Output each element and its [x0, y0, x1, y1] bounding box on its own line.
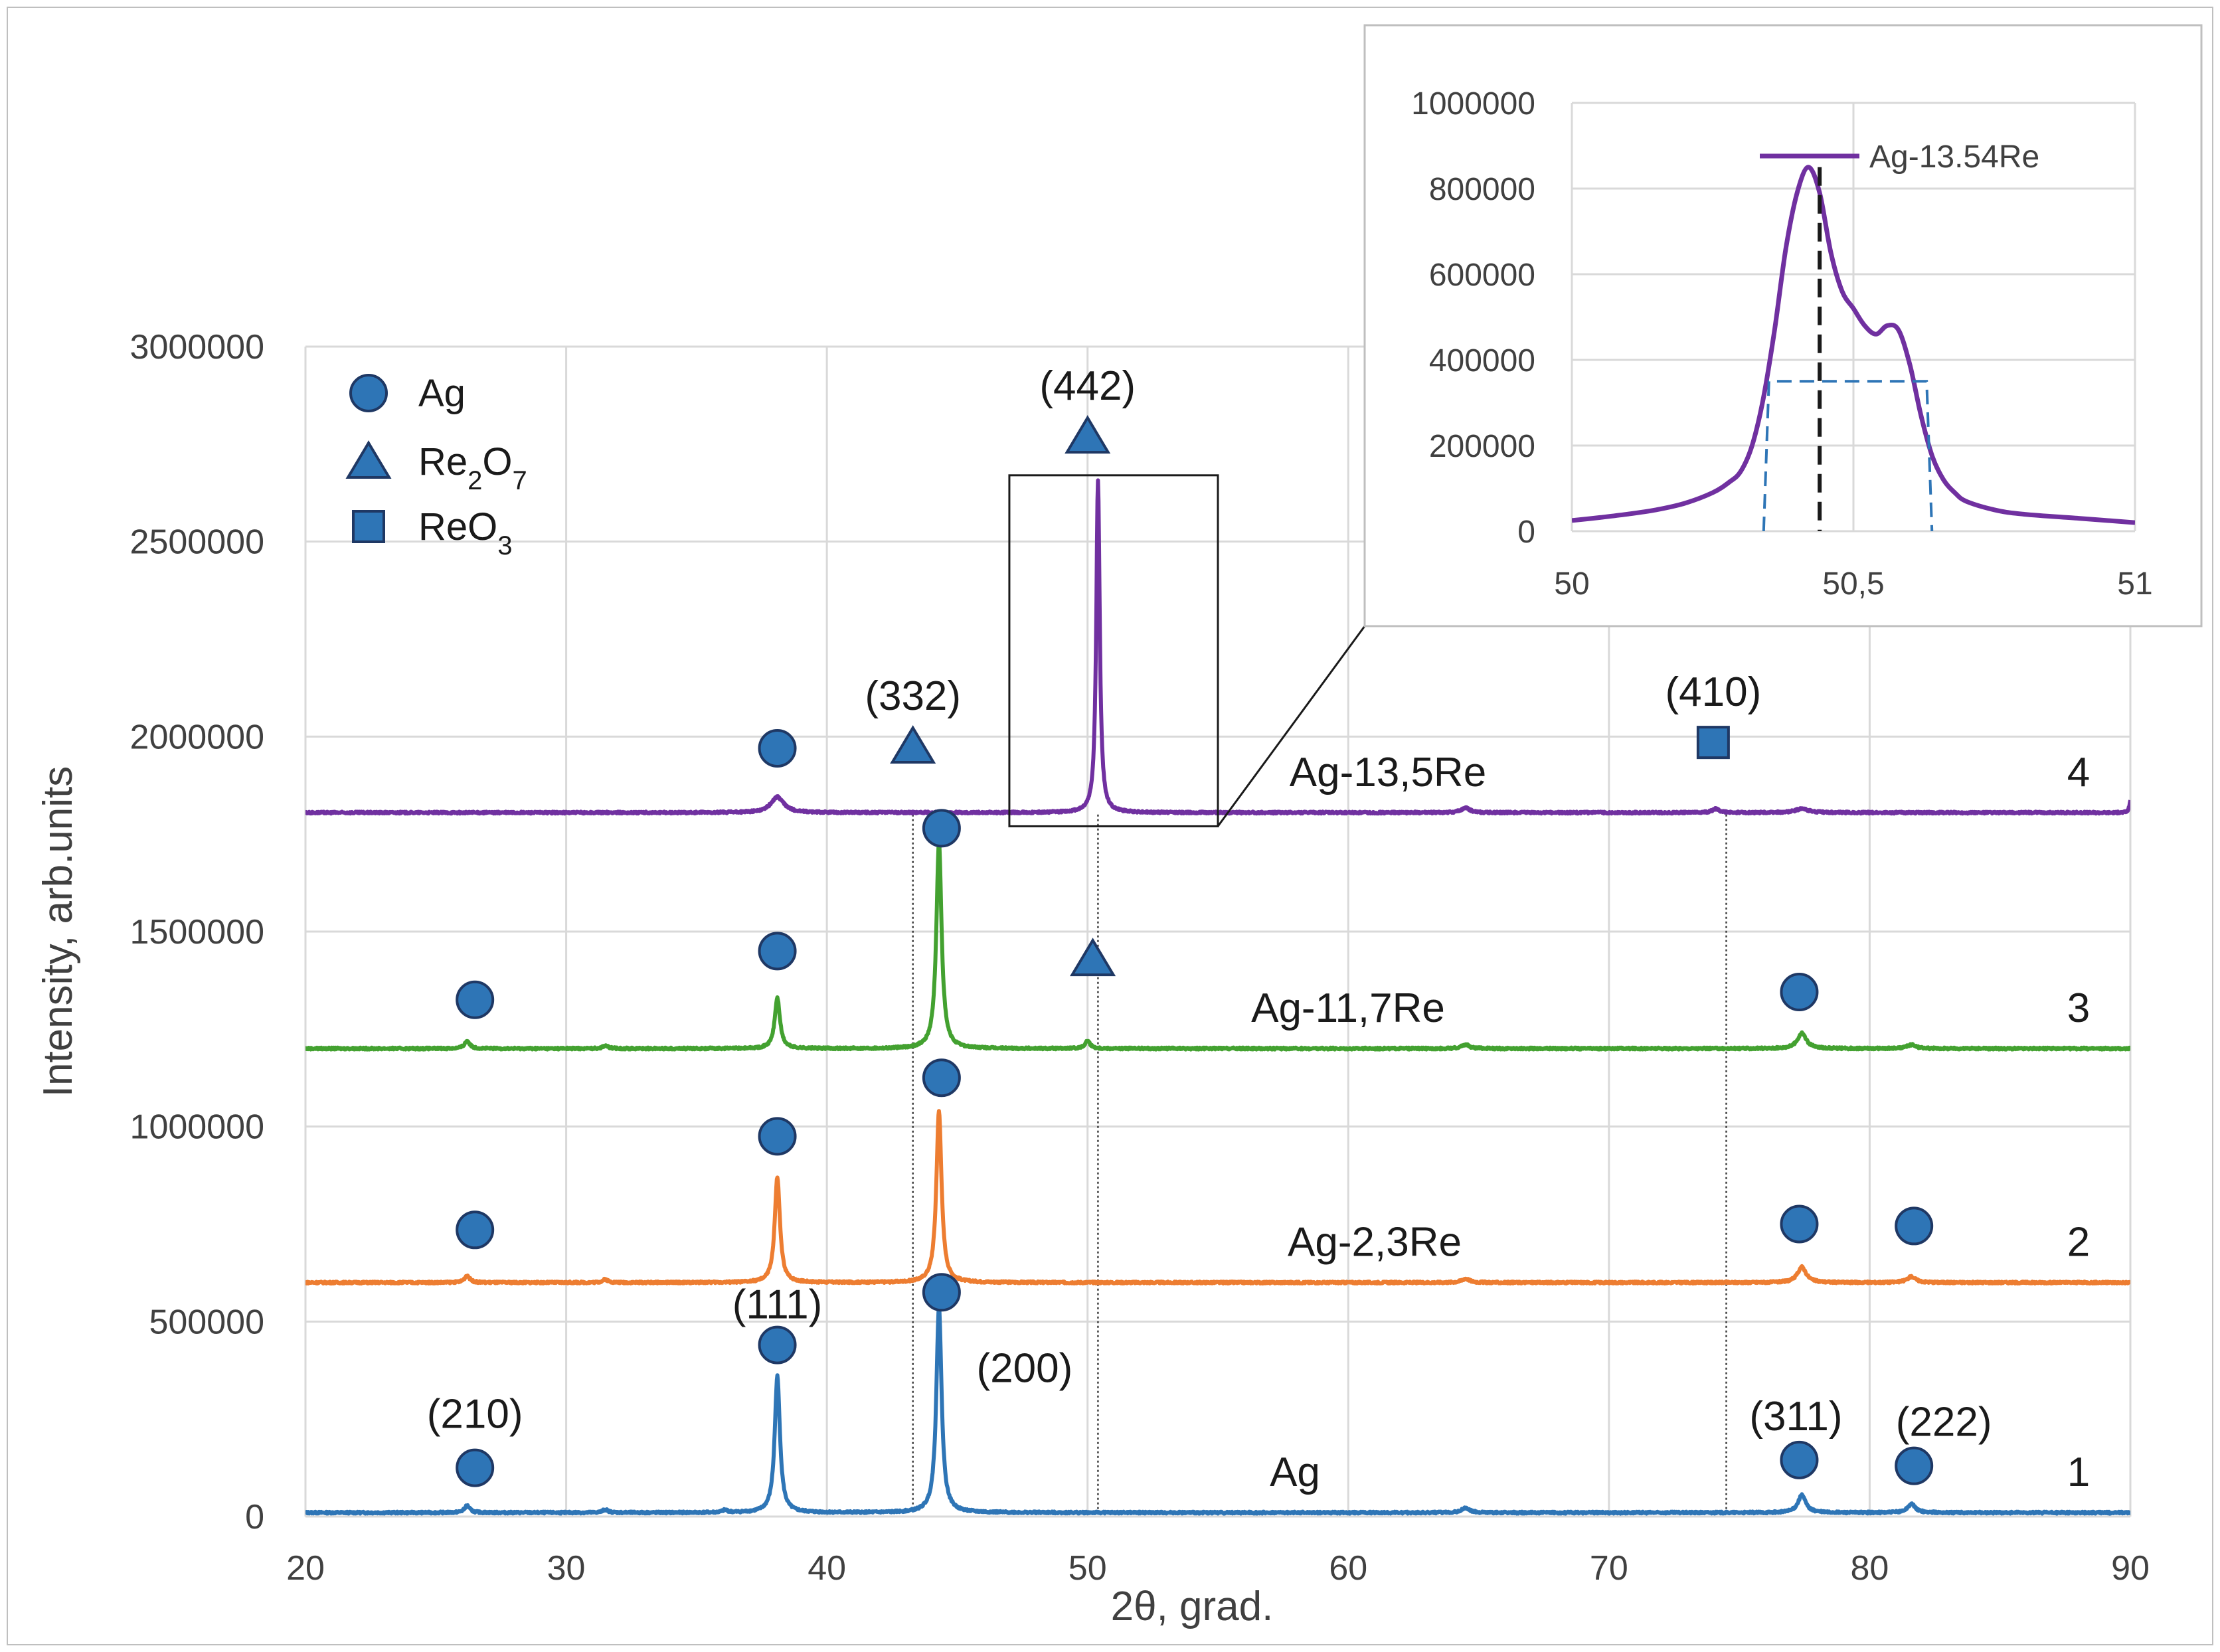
inset-x-tick-label: 50,5	[1822, 566, 1884, 602]
zoom-group	[1008, 25, 1366, 827]
inset-y-tick-label: 400000	[1429, 343, 1535, 378]
triangle-marker	[890, 725, 936, 764]
legend-triangle-icon	[345, 440, 392, 479]
circle-marker	[922, 809, 961, 848]
curve-number: 4	[2067, 750, 2090, 795]
zoom-box	[1008, 474, 1219, 827]
y-tick-label: 0	[245, 1498, 264, 1536]
sample-label: Ag	[1270, 1449, 1320, 1495]
inset-x-tick-label: 51	[2117, 566, 2152, 602]
curve-number: 3	[2067, 985, 2090, 1031]
circle-marker	[758, 1117, 797, 1156]
y-tick-label: 1500000	[130, 913, 264, 951]
x-tick-label: 40	[808, 1549, 846, 1588]
inset-y-tick-label: 600000	[1429, 258, 1535, 293]
inset-series	[1572, 165, 2135, 531]
y-tick-label: 2500000	[130, 523, 264, 562]
miller-index-label: (311)	[1749, 1394, 1842, 1440]
miller-index-label: (442)	[1039, 363, 1136, 409]
miller-index-label: (200)	[976, 1345, 1072, 1391]
figure-frame	[7, 7, 2213, 1645]
legend-label-text: Re	[418, 440, 468, 483]
legend-label: ReO3	[418, 505, 513, 560]
circle-marker	[922, 1058, 961, 1098]
legend-label-sub: 3	[497, 531, 512, 560]
inset-y-tick-label: 1000000	[1411, 86, 1535, 122]
y-tick-label: 1000000	[130, 1108, 264, 1147]
inset-grid	[1571, 102, 2136, 533]
inset-y-tick-label: 200000	[1429, 429, 1535, 464]
curve-number: 2	[2067, 1220, 2090, 1266]
main-tick-labels: 20 30 40 50 60 70 80 90050000010000001500000200…	[130, 328, 2150, 1588]
x-tick-label: 30	[547, 1549, 586, 1588]
legend-label-sub2: 7	[513, 466, 527, 495]
legend-circle-icon	[349, 374, 388, 412]
circle-marker	[1780, 1204, 1819, 1244]
inset-series-line	[1572, 165, 2135, 525]
zoom-connector	[1217, 625, 1366, 827]
legend-label-text2: O	[482, 440, 512, 483]
phase-markers: (210) (111) (200) (311) (222) (332) (442) (410)	[427, 363, 1992, 1487]
y-tick-label: 2000000	[130, 718, 264, 756]
curve-number: 1	[2067, 1449, 2090, 1495]
inset-legend-label: Ag-13.54Re	[1869, 139, 2039, 175]
fwhm-bracket	[1762, 380, 1934, 531]
x-tick-label: 90	[2111, 1549, 2150, 1588]
y-tick-label: 500000	[149, 1303, 264, 1341]
series-line-1	[305, 1304, 2130, 1516]
y-axis-title: Intensity, arb.units	[35, 766, 81, 1098]
x-tick-label: 60	[1329, 1549, 1367, 1588]
legend-label: Ag	[418, 372, 466, 415]
legend-label: Re2O7	[418, 440, 527, 495]
inset-y-tick-label: 0	[1517, 515, 1535, 550]
series-line-2	[305, 1109, 2130, 1285]
y-tick-label: 3000000	[130, 328, 264, 367]
circle-marker	[758, 728, 797, 768]
miller-index-label: (222)	[1896, 1400, 1992, 1446]
inset-x-tick-label: 50	[1554, 566, 1589, 602]
x-tick-label: 20	[286, 1549, 325, 1588]
circle-marker	[922, 1273, 961, 1312]
square-marker	[1696, 726, 1730, 760]
circle-marker	[1895, 1446, 1934, 1485]
inset-legend: Ag-13.54Re	[1760, 139, 2039, 175]
x-tick-label: 50	[1068, 1549, 1107, 1588]
miller-index-label: (210)	[427, 1392, 523, 1438]
x-tick-label: 70	[1590, 1549, 1628, 1588]
reference-lines	[912, 814, 1727, 1510]
legend-label-sub: 2	[468, 466, 482, 495]
x-tick-label: 80	[1851, 1549, 1889, 1588]
x-axis-title: 2θ, grad.	[1111, 1584, 1274, 1629]
series-line-3	[305, 839, 2130, 1052]
circle-marker	[1780, 973, 1819, 1012]
circle-marker	[1780, 1440, 1819, 1479]
sample-label: Ag-2,3Re	[1288, 1220, 1462, 1266]
circle-marker	[758, 1325, 797, 1364]
triangle-marker	[1070, 938, 1116, 977]
circle-marker	[1895, 1206, 1934, 1246]
inset-frame	[1363, 24, 2203, 627]
inset-y-tick-label: 800000	[1429, 172, 1535, 207]
sample-label: Ag-13,5Re	[1290, 750, 1486, 795]
legend-label-text: ReO	[418, 505, 497, 548]
triangle-marker	[1065, 415, 1111, 454]
miller-index-label: (111)	[732, 1282, 823, 1328]
legend-label-text: Ag	[418, 372, 466, 415]
circle-marker	[456, 980, 495, 1019]
inset-tick-labels: 50 50,5 51 0 200000 400000 600000 800000 1000000	[1411, 86, 2153, 602]
sample-label: Ag-11,7Re	[1251, 985, 1445, 1031]
circle-marker	[456, 1210, 495, 1250]
legend-square-icon	[352, 510, 385, 543]
circle-marker	[456, 1448, 495, 1487]
miller-index-label: (410)	[1665, 669, 1762, 715]
zoom-connector-hidden	[1218, 25, 1365, 475]
miller-index-label: (332)	[865, 673, 961, 719]
circle-marker	[758, 932, 797, 971]
